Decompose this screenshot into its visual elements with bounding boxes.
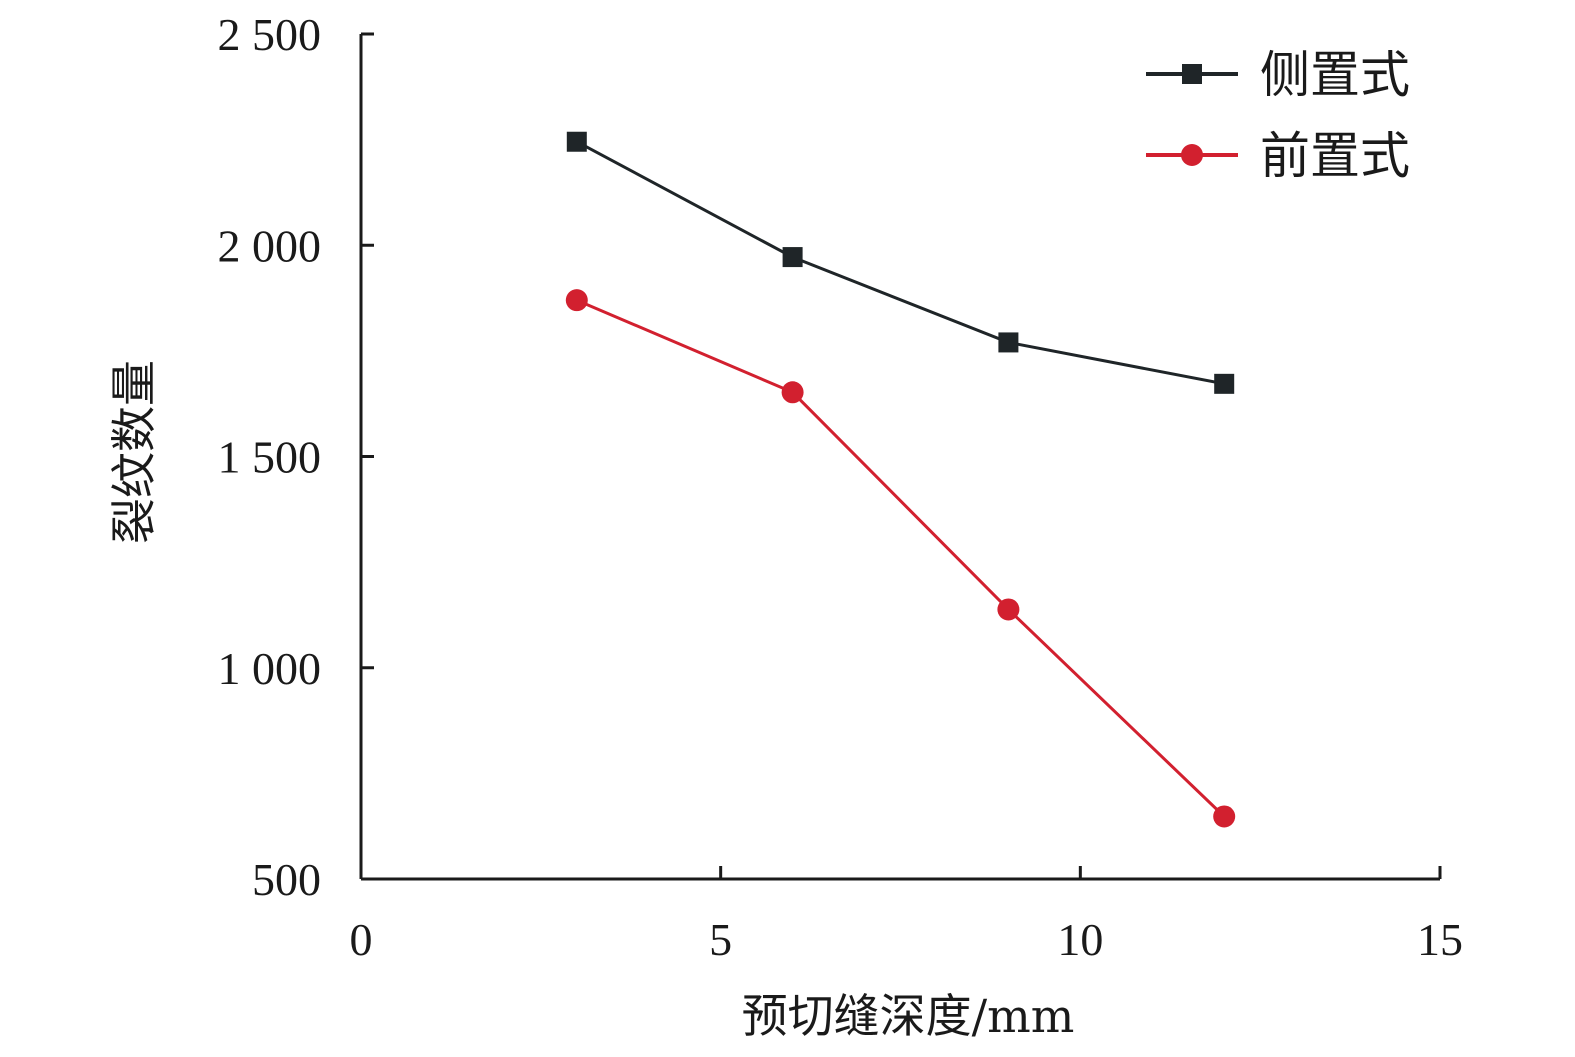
y-ticks: 500 1 000 1 500 2 000 2 500	[218, 9, 374, 905]
data-point-square	[782, 247, 803, 268]
data-point-circle	[1213, 805, 1236, 828]
series-line-1	[576, 140, 1225, 386]
data-point-square	[1214, 373, 1235, 394]
legend-label-2: 前置式	[1260, 127, 1410, 185]
y-tick-label: 2 000	[218, 220, 322, 271]
y-tick-label: 500	[252, 854, 321, 905]
y-tick-label: 1 000	[218, 643, 322, 694]
x-tick-label: 5	[709, 914, 732, 965]
x-ticks: 0 5 10 15	[350, 866, 1463, 965]
data-point-circle	[565, 289, 588, 312]
data-point-circle	[781, 381, 804, 404]
data-point-square	[566, 131, 587, 152]
data-point-circle	[997, 598, 1020, 621]
series-layer	[565, 131, 1236, 828]
series-line-2	[576, 298, 1226, 818]
y-tick-label: 2 500	[218, 9, 322, 60]
legend-label-1: 侧置式	[1260, 46, 1410, 104]
y-axis-title: 裂纹数量	[107, 360, 161, 544]
legend-marker-square	[1182, 64, 1202, 84]
x-tick-label: 0	[350, 914, 373, 965]
data-point-square	[998, 332, 1019, 353]
x-axis-title: 预切缝深度/mm	[742, 989, 1075, 1043]
y-tick-label: 1 500	[218, 432, 322, 483]
x-tick-label: 10	[1057, 914, 1103, 965]
legend-marker-circle	[1181, 144, 1203, 166]
x-tick-label: 15	[1417, 914, 1463, 965]
